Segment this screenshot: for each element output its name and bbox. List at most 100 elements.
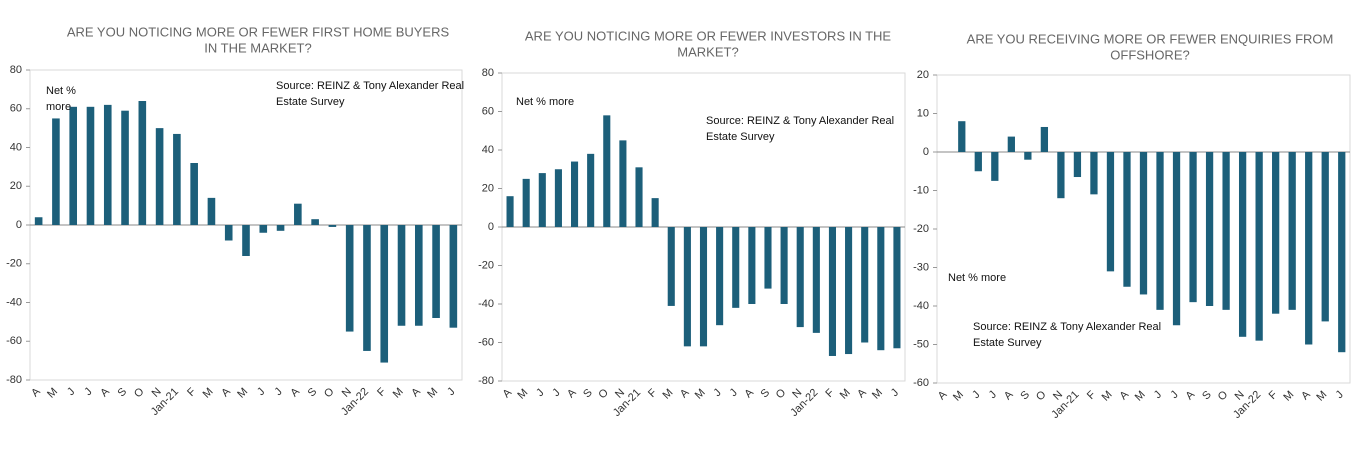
x-tick-label: J	[711, 387, 723, 399]
y-tick-label: 80	[482, 67, 494, 79]
x-tick-label: M	[838, 387, 853, 402]
annotation: Source: REINZ & Tony Alexander Real	[973, 321, 1161, 333]
chart-title: ARE YOU RECEIVING MORE OR FEWER ENQUIRIE…	[967, 31, 1334, 46]
bar	[1024, 152, 1032, 160]
bar	[242, 225, 250, 256]
x-tick-label: J	[889, 387, 901, 399]
bar	[974, 152, 982, 172]
bar	[667, 227, 675, 306]
x-tick-label: A	[742, 386, 756, 400]
bar	[1238, 152, 1247, 337]
bar	[294, 203, 302, 225]
chart-title: OFFSHORE?	[1110, 47, 1189, 62]
x-tick-label: A	[288, 385, 302, 399]
y-tick-label: 60	[10, 103, 22, 115]
x-tick-label: J	[255, 386, 267, 398]
x-tick-label: O	[132, 385, 147, 400]
y-tick-label: 20	[917, 69, 929, 81]
bar	[683, 227, 691, 347]
bar	[259, 225, 268, 233]
bar	[748, 227, 756, 304]
x-tick-label: M	[951, 389, 966, 404]
y-tick-label: 20	[10, 180, 22, 192]
bar	[207, 197, 216, 225]
y-tick-label: -40	[6, 296, 22, 308]
y-tick-label: -60	[913, 377, 929, 389]
bar	[587, 153, 595, 227]
x-tick-label: A	[219, 385, 233, 399]
bar	[311, 219, 319, 225]
chart-title: ARE YOU NOTICING MORE OR FEWER FIRST HOM…	[67, 24, 450, 39]
annotation: Source: REINZ & Tony Alexander Real	[706, 115, 894, 127]
y-tick-label: 0	[923, 146, 929, 158]
x-tick-label: A	[1117, 388, 1131, 402]
x-tick-label: J	[1334, 389, 1346, 401]
y-tick-label: -20	[6, 258, 22, 270]
bar	[103, 104, 112, 225]
bar	[1007, 136, 1015, 152]
bar	[363, 225, 371, 351]
bar	[138, 101, 147, 225]
annotation: more	[46, 101, 71, 113]
x-tick-label: A	[678, 386, 692, 400]
x-tick-label: J	[1152, 389, 1164, 401]
chart-title: MARKET?	[677, 44, 738, 59]
bar	[651, 198, 659, 227]
bar	[276, 225, 285, 231]
x-tick-label: J	[728, 387, 740, 399]
bar	[190, 163, 198, 225]
bar	[732, 227, 740, 308]
x-tick-label: A	[1184, 388, 1198, 402]
x-tick-label: M	[235, 386, 250, 401]
bar	[716, 227, 724, 326]
x-tick-label: J	[272, 386, 284, 398]
y-tick-label: 10	[917, 107, 929, 119]
x-tick-label: F	[185, 386, 198, 399]
bar	[1106, 152, 1115, 272]
x-tick-label: M	[425, 386, 440, 401]
x-tick-label: S	[581, 387, 595, 401]
x-tick-label: O	[596, 386, 611, 401]
chart-title: IN THE MARKET?	[204, 40, 311, 55]
y-tick-label: -80	[6, 374, 22, 386]
y-tick-label: 40	[10, 141, 22, 153]
x-tick-label: M	[1133, 389, 1148, 404]
x-tick-label: O	[774, 386, 789, 401]
x-tick-label: J	[65, 386, 77, 398]
bar	[449, 225, 458, 328]
bar	[155, 128, 164, 225]
x-tick-label: A	[98, 385, 112, 399]
x-tick-label: J	[987, 389, 999, 401]
annotation: Net % more	[516, 96, 574, 108]
y-tick-label: 0	[488, 221, 494, 233]
bar	[877, 227, 885, 351]
x-tick-label: F	[375, 386, 388, 399]
bar	[224, 225, 233, 241]
x-tick-label: M	[693, 387, 708, 402]
x-tick-label: S	[1200, 389, 1214, 403]
bar	[861, 227, 869, 343]
bar	[619, 140, 627, 227]
bar	[506, 196, 514, 227]
annotation: Source: REINZ & Tony Alexander Real	[276, 80, 464, 92]
bar	[1139, 152, 1148, 295]
x-tick-label: M	[660, 387, 675, 402]
bar	[34, 217, 43, 225]
y-tick-label: -50	[913, 338, 929, 350]
bar	[991, 152, 999, 181]
chart-title: ARE YOU NOTICING MORE OR FEWER INVESTORS…	[525, 28, 892, 43]
y-tick-label: -20	[478, 259, 494, 271]
bar	[1205, 152, 1214, 306]
bar	[812, 227, 820, 333]
bar	[764, 227, 772, 289]
bar	[1073, 152, 1082, 178]
bar	[1321, 152, 1329, 322]
annotation: Net % more	[948, 272, 1006, 284]
bar	[380, 225, 389, 363]
y-tick-label: -80	[478, 375, 494, 387]
x-tick-label: J	[82, 386, 94, 398]
bar	[1090, 152, 1098, 195]
x-tick-label: S	[758, 387, 772, 401]
bar	[796, 227, 804, 328]
